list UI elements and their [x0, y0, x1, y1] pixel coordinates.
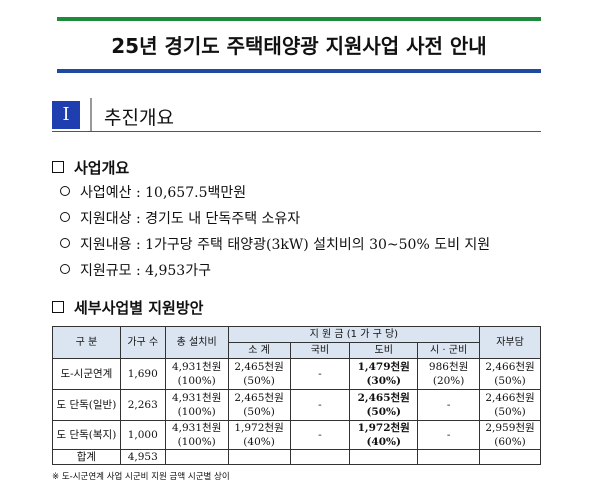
cell-line: 2,959천원 — [485, 422, 535, 434]
empty-cell — [349, 449, 419, 465]
cell: - — [289, 420, 351, 450]
cell: 2,465천원 (50%) — [227, 389, 291, 421]
cell-line: 1,972천원 — [234, 422, 284, 434]
heading: 세부사업별 지원방안 — [52, 297, 203, 318]
cell: 1,972천원 (40%) — [227, 420, 291, 450]
empty-cell — [417, 449, 481, 465]
cell-line: (30%) — [366, 375, 401, 387]
bullet: 사업예산 : 10,657.5백만원 — [60, 182, 246, 202]
heading-text: 사업개요 — [74, 159, 130, 177]
data-row: 도 단독(복지) 1,000 4,931천원 (100%) 1,972천원 (40%) -1… — [52, 420, 541, 450]
subheader-cell: 국비 — [289, 342, 351, 359]
row-label: 도-시군연계 — [52, 358, 121, 390]
cell-line: (50%) — [366, 406, 401, 418]
cell: 1,690 — [119, 358, 166, 390]
title: 25년 경기도 주택태양광 지원사업 사전 안내 — [111, 34, 487, 58]
cell: 1,479천원 (30%) — [349, 358, 419, 390]
empty-cell — [227, 449, 291, 465]
cell-line: 4,931천원 — [171, 392, 222, 404]
cell-line: 4,931천원 — [171, 361, 222, 373]
cell-line: (40%) — [366, 436, 401, 448]
total-cell: 4,953 — [119, 449, 166, 465]
section-rule — [52, 131, 541, 132]
bullet-text: 지원규모 : 4,953가구 — [80, 263, 211, 279]
section-title: 추진개요 — [104, 107, 174, 129]
section-number: I — [52, 101, 80, 129]
bullet: 지원규모 : 4,953가구 — [60, 260, 211, 280]
cell-line: 2,465천원 — [357, 392, 410, 404]
subheader-cell: 도비 — [349, 342, 419, 359]
bullet-text: 사업예산 : 10,657.5백만원 — [80, 185, 247, 201]
header-cell: 가구 수 — [119, 326, 166, 359]
footnote: ※ 도-시군연계 사업 시군비 지원 금액 시군별 상이 — [52, 472, 230, 482]
cell-line: (100%) — [177, 436, 216, 448]
cell-line: (40%) — [243, 436, 275, 448]
cell: 2,465천원 (50%) — [227, 358, 291, 390]
data-row: 도 단독(일반) 2,263 4,931천원 (100%) 2,465천원 (50%) -2… — [52, 389, 541, 421]
row-label: 도 단독(복지) — [52, 420, 121, 450]
cell: - — [289, 358, 351, 390]
cell-line: 1,972천원 — [357, 422, 410, 434]
header-cell: 지 원 금 (1 가 구 당) — [227, 326, 481, 343]
header-cell: 자부담 — [479, 326, 541, 359]
cell-line: (50%) — [243, 406, 275, 418]
cell: 2,466천원 (50%) — [479, 358, 541, 390]
cell: 4,931천원 (100%) — [164, 420, 229, 450]
cell-line: 2,465천원 — [234, 361, 284, 373]
cell-line: 2,466천원 — [485, 361, 535, 373]
cell-line: (100%) — [177, 406, 216, 418]
bullet: 지원대상 : 경기도 내 단독주택 소유자 — [60, 208, 300, 228]
total-cell: 합계 — [52, 449, 121, 465]
subheader-cell: 소 계 — [227, 342, 291, 359]
empty-cell — [289, 449, 351, 465]
cell-line: (60%) — [494, 436, 526, 448]
cell-line: (100%) — [177, 375, 216, 387]
total-row: 합계 4,953 — [52, 449, 541, 465]
cell-line: 2,465천원 — [234, 392, 284, 404]
row-label: 도 단독(일반) — [52, 389, 121, 421]
cell: - — [417, 420, 481, 450]
cell: 4,931천원 (100%) — [164, 358, 229, 390]
cell: - — [417, 389, 481, 421]
cell-line: 986천원 — [428, 361, 469, 373]
bullet: 지원내용 : 1가구당 주택 태양광(3kW) 설치비의 30~50% 도비 지… — [60, 234, 490, 254]
top-rule — [57, 17, 541, 21]
cell: 1,000 — [119, 420, 166, 450]
data-row: 도-시군연계 1,690 4,931천원 (100%) 2,465천원 (50%) -1,4… — [52, 358, 541, 390]
cell-line: (20%) — [432, 375, 465, 387]
heading: 사업개요 — [52, 157, 129, 178]
empty-cell — [164, 449, 229, 465]
cell: 2,263 — [119, 389, 166, 421]
header-cell: 구 분 — [52, 326, 121, 359]
cell-line: (50%) — [494, 375, 526, 387]
cell: 2,465천원 (50%) — [349, 389, 419, 421]
bottom-rule — [57, 69, 541, 73]
header-cell: 총 설치비 — [164, 326, 229, 359]
cell-line: 2,466천원 — [485, 392, 535, 404]
cell-line: (50%) — [494, 406, 526, 418]
bullet-text: 지원대상 : 경기도 내 단독주택 소유자 — [80, 211, 301, 227]
cell: 2,466천원 (50%) — [479, 389, 541, 421]
subheader-cell: 시 · 군비 — [417, 342, 481, 359]
cell: 4,931천원 (100%) — [164, 389, 229, 421]
cell: 2,959천원 (60%) — [479, 420, 541, 450]
empty-cell — [479, 449, 541, 465]
cell-line: 4,931천원 — [171, 422, 222, 434]
heading-text: 세부사업별 지원방안 — [74, 299, 204, 317]
cell: 1,972천원 (40%) — [349, 420, 419, 450]
bullet-text: 지원내용 : 1가구당 주택 태양광(3kW) 설치비의 30~50% 도비 지… — [80, 237, 491, 253]
cell: - — [289, 389, 351, 421]
cell-line: (50%) — [243, 375, 275, 387]
separator — [90, 98, 92, 132]
cell-line: 1,479천원 — [357, 361, 410, 373]
cell: 986천원 (20%) — [417, 358, 481, 390]
